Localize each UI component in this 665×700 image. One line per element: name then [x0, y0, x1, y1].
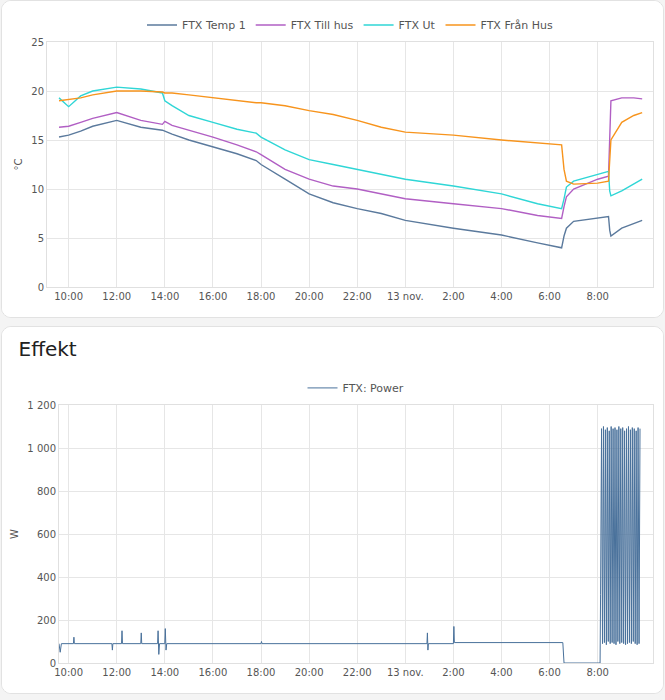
- svg-text:1 000: 1 000: [27, 443, 56, 454]
- svg-text:5: 5: [38, 233, 44, 244]
- svg-text:6:00: 6:00: [538, 667, 560, 678]
- svg-text:18:00: 18:00: [247, 667, 276, 678]
- svg-text:400: 400: [37, 572, 56, 583]
- svg-text:°C: °C: [13, 158, 24, 170]
- svg-text:10:00: 10:00: [54, 667, 83, 678]
- svg-text:4:00: 4:00: [490, 291, 512, 302]
- svg-text:Effekt: Effekt: [19, 337, 77, 361]
- svg-text:14:00: 14:00: [150, 667, 179, 678]
- svg-text:16:00: 16:00: [198, 667, 227, 678]
- svg-text:18:00: 18:00: [247, 291, 276, 302]
- svg-text:FTX: Power: FTX: Power: [343, 382, 404, 395]
- svg-text:6:00: 6:00: [538, 291, 560, 302]
- svg-text:0: 0: [38, 282, 44, 293]
- svg-text:600: 600: [37, 529, 56, 540]
- svg-text:20:00: 20:00: [295, 667, 324, 678]
- svg-text:10:00: 10:00: [54, 291, 83, 302]
- svg-text:FTX Till hus: FTX Till hus: [291, 19, 354, 32]
- svg-text:8:00: 8:00: [586, 291, 608, 302]
- svg-text:2:00: 2:00: [442, 667, 464, 678]
- svg-text:16:00: 16:00: [199, 291, 228, 302]
- svg-text:10: 10: [31, 184, 44, 195]
- svg-text:12:00: 12:00: [102, 291, 131, 302]
- svg-text:4:00: 4:00: [490, 667, 512, 678]
- svg-text:W: W: [9, 529, 20, 539]
- svg-text:13 nov.: 13 nov.: [387, 667, 424, 678]
- svg-text:FTX Temp 1: FTX Temp 1: [182, 19, 246, 32]
- svg-text:1 200: 1 200: [27, 400, 56, 411]
- svg-text:15: 15: [31, 135, 44, 146]
- svg-text:14:00: 14:00: [150, 291, 179, 302]
- svg-text:200: 200: [37, 615, 56, 626]
- svg-text:8:00: 8:00: [586, 667, 608, 678]
- svg-text:2:00: 2:00: [442, 291, 464, 302]
- svg-text:13 nov.: 13 nov.: [387, 291, 424, 302]
- svg-text:22:00: 22:00: [343, 667, 372, 678]
- svg-text:20:00: 20:00: [295, 291, 324, 302]
- svg-text:FTX Ut: FTX Ut: [399, 19, 436, 32]
- svg-text:0: 0: [50, 658, 56, 669]
- svg-text:800: 800: [37, 486, 56, 497]
- svg-text:20: 20: [31, 86, 44, 97]
- svg-text:12:00: 12:00: [102, 667, 131, 678]
- svg-text:25: 25: [31, 37, 44, 48]
- svg-text:FTX Från Hus: FTX Från Hus: [481, 19, 553, 32]
- svg-text:22:00: 22:00: [343, 291, 372, 302]
